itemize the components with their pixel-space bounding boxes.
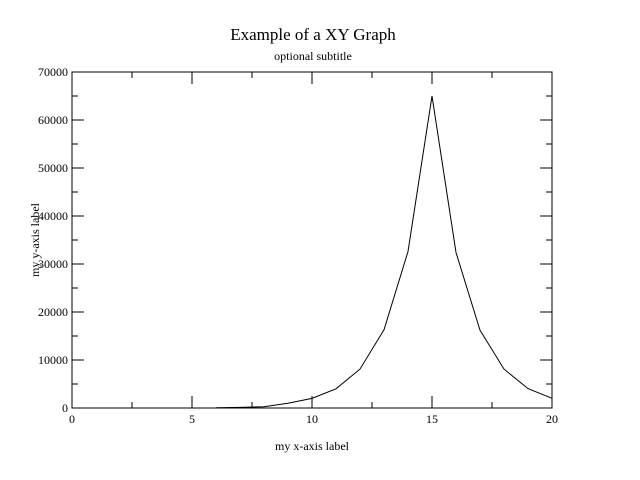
x-tick-label: 20 — [546, 412, 558, 426]
x-tick-label: 5 — [189, 412, 195, 426]
x-tick-label: 0 — [69, 412, 75, 426]
chart-title: Example of a XY Graph — [230, 25, 396, 44]
x-tick-label: 15 — [426, 412, 438, 426]
y-tick-label: 50000 — [38, 161, 68, 175]
y-tick-label: 30000 — [38, 257, 68, 271]
y-tick-label: 60000 — [38, 113, 68, 127]
y-axis-label: my y-axis label — [28, 202, 42, 277]
series-line — [215, 95, 553, 409]
x-tick-label: 10 — [306, 412, 318, 426]
y-tick-label: 0 — [62, 401, 68, 415]
x-axis-label: my x-axis label — [275, 439, 350, 453]
y-tick-label: 20000 — [38, 305, 68, 319]
series-layer — [215, 95, 553, 409]
y-tick-label: 10000 — [38, 353, 68, 367]
chart-subtitle: optional subtitle — [274, 49, 352, 63]
axis-ticks — [71, 71, 553, 409]
y-tick-label: 40000 — [38, 209, 68, 223]
y-tick-label: 70000 — [38, 65, 68, 79]
axis-tick-labels: 0 5 10 15 20 0 10000 20000 30000 40000 50000 60000 7… — [38, 65, 558, 426]
plot-frame — [71, 71, 553, 409]
